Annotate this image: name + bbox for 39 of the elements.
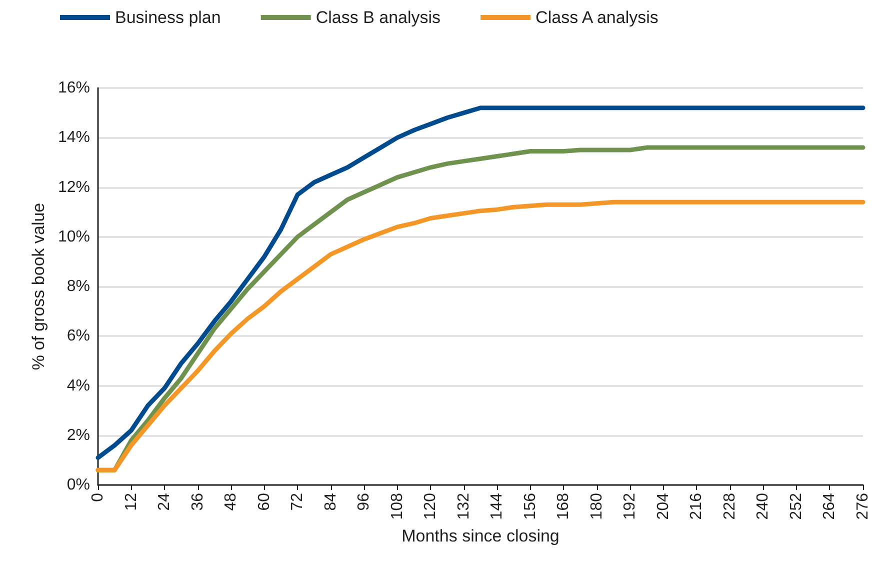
x-tick-label: 192 — [622, 492, 639, 520]
x-tick-label: 120 — [422, 492, 440, 520]
x-tick-label: 108 — [388, 492, 406, 520]
legend-label: Class A analysis — [536, 8, 658, 27]
x-tick-label: 36 — [189, 492, 206, 511]
x-tick-label: 240 — [754, 492, 772, 520]
x-tick-label: 96 — [356, 492, 373, 511]
x-tick-label: 156 — [522, 492, 539, 520]
y-tick-label: 12% — [58, 178, 90, 196]
x-tick-label: 0 — [90, 492, 106, 502]
legend-label: Class B analysis — [316, 8, 441, 27]
x-tick-label: 252 — [788, 492, 805, 520]
y-tick-label: 16% — [58, 80, 90, 96]
x-tick-label: 132 — [455, 492, 472, 520]
x-tick-label: 60 — [256, 492, 273, 511]
line-series — [96, 200, 866, 472]
x-tick-label: 144 — [488, 492, 506, 520]
x-tick-label: 48 — [222, 492, 240, 511]
x-tick-label: 84 — [322, 492, 340, 511]
x-tick-label: 180 — [588, 492, 606, 520]
x-tick-label: 216 — [688, 492, 706, 520]
x-tick-label: 228 — [721, 492, 738, 520]
y-tick-label: 2% — [66, 426, 90, 444]
legend-label: Business plan — [115, 8, 221, 27]
x-axis-title: Months since closing — [402, 526, 560, 546]
x-tick-label: 168 — [555, 492, 572, 520]
x-tick-label: 24 — [156, 492, 174, 511]
x-tick-label: 204 — [654, 492, 672, 520]
x-tick-label: 276 — [854, 492, 872, 520]
y-tick-label: 10% — [58, 228, 90, 246]
x-tick-label: 72 — [289, 492, 306, 511]
x-tick-label: 12 — [122, 492, 140, 511]
y-axis-title: % of gross book value — [29, 202, 48, 370]
y-tick-label: 6% — [66, 328, 90, 345]
y-tick-label: 4% — [66, 377, 90, 394]
y-tick-label: 0% — [66, 476, 90, 494]
x-tick-label: 264 — [821, 492, 838, 520]
y-tick-label: 14% — [58, 129, 90, 146]
y-tick-label: 8% — [66, 278, 90, 295]
